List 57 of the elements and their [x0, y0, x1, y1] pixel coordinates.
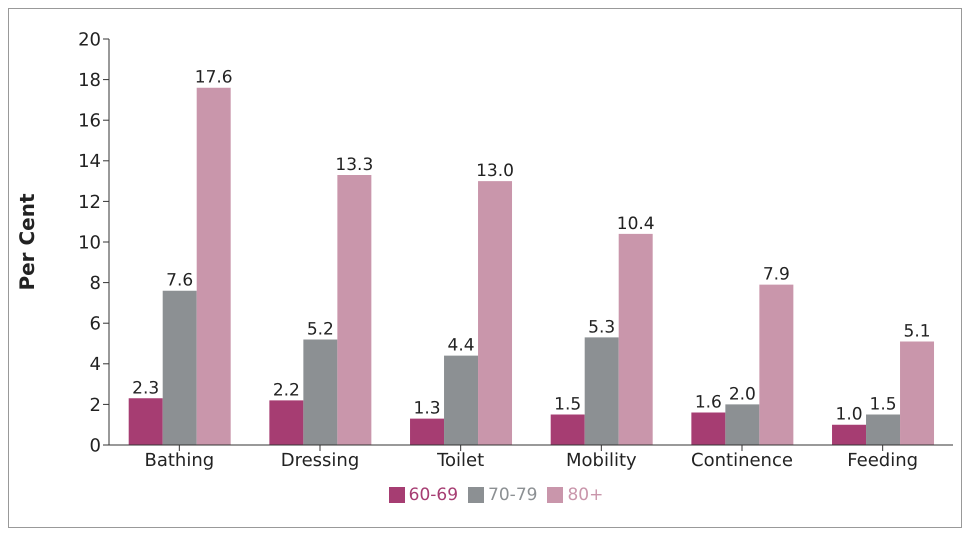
- bar: [832, 424, 866, 445]
- data-label: 13.0: [476, 161, 514, 182]
- data-label: 7.9: [762, 264, 790, 285]
- y-tick-label: 14: [78, 151, 101, 172]
- x-tick-label: Dressing: [280, 450, 360, 471]
- data-label: 1.0: [836, 404, 863, 425]
- legend-label: 80+: [567, 485, 604, 505]
- y-tick-label: 10: [78, 232, 101, 254]
- data-label: 1.5: [554, 394, 582, 415]
- y-tick-label: 12: [78, 192, 101, 213]
- data-label: 2.3: [132, 378, 160, 398]
- x-tick-label: Bathing: [144, 450, 214, 471]
- y-tick-label: 0: [90, 435, 101, 456]
- bar: [550, 414, 585, 445]
- y-tick-label: 20: [78, 29, 101, 50]
- data-label: 1.6: [694, 392, 722, 413]
- bar: [866, 414, 900, 445]
- bar: [337, 175, 372, 445]
- data-label: 13.3: [335, 155, 374, 176]
- legend-label: 60-69: [408, 485, 458, 505]
- bar: [128, 398, 163, 445]
- data-label: 2.0: [728, 384, 756, 404]
- bar: [900, 341, 934, 445]
- bar: [444, 356, 478, 445]
- data-label: 17.6: [194, 68, 233, 88]
- x-tick-label: Mobility: [566, 450, 638, 471]
- x-tick-label: Continence: [691, 450, 793, 471]
- y-axis-title: Per Cent: [15, 193, 40, 291]
- data-label: 4.4: [448, 336, 475, 356]
- y-tick-label: 16: [78, 110, 101, 132]
- bar: [410, 418, 444, 445]
- x-tick-label: Toilet: [436, 450, 484, 471]
- y-tick-label: 2: [90, 394, 101, 416]
- bar: [478, 181, 512, 445]
- y-tick-label: 4: [90, 354, 101, 376]
- legend-label: 70-79: [488, 485, 538, 505]
- bar: [303, 339, 338, 445]
- data-label: 7.6: [166, 270, 194, 291]
- bar: [725, 404, 760, 445]
- bar: [691, 412, 726, 445]
- y-tick-label: 18: [78, 70, 101, 91]
- data-label: 10.4: [616, 214, 655, 234]
- y-tick-label: 8: [90, 272, 101, 294]
- bar: [162, 290, 197, 445]
- data-label: 1.5: [870, 394, 897, 415]
- data-label: 5.3: [588, 317, 616, 338]
- data-label: 5.2: [306, 319, 334, 340]
- data-label: 1.3: [414, 398, 441, 419]
- bar: [196, 88, 231, 445]
- bar: [269, 400, 304, 445]
- bar: [584, 337, 619, 445]
- bar: [759, 284, 794, 445]
- data-label: 2.2: [272, 380, 300, 400]
- x-tick-label: Feeding: [847, 450, 918, 471]
- data-label: 5.1: [904, 321, 931, 342]
- bar: [618, 234, 653, 445]
- y-tick-label: 6: [90, 314, 101, 335]
